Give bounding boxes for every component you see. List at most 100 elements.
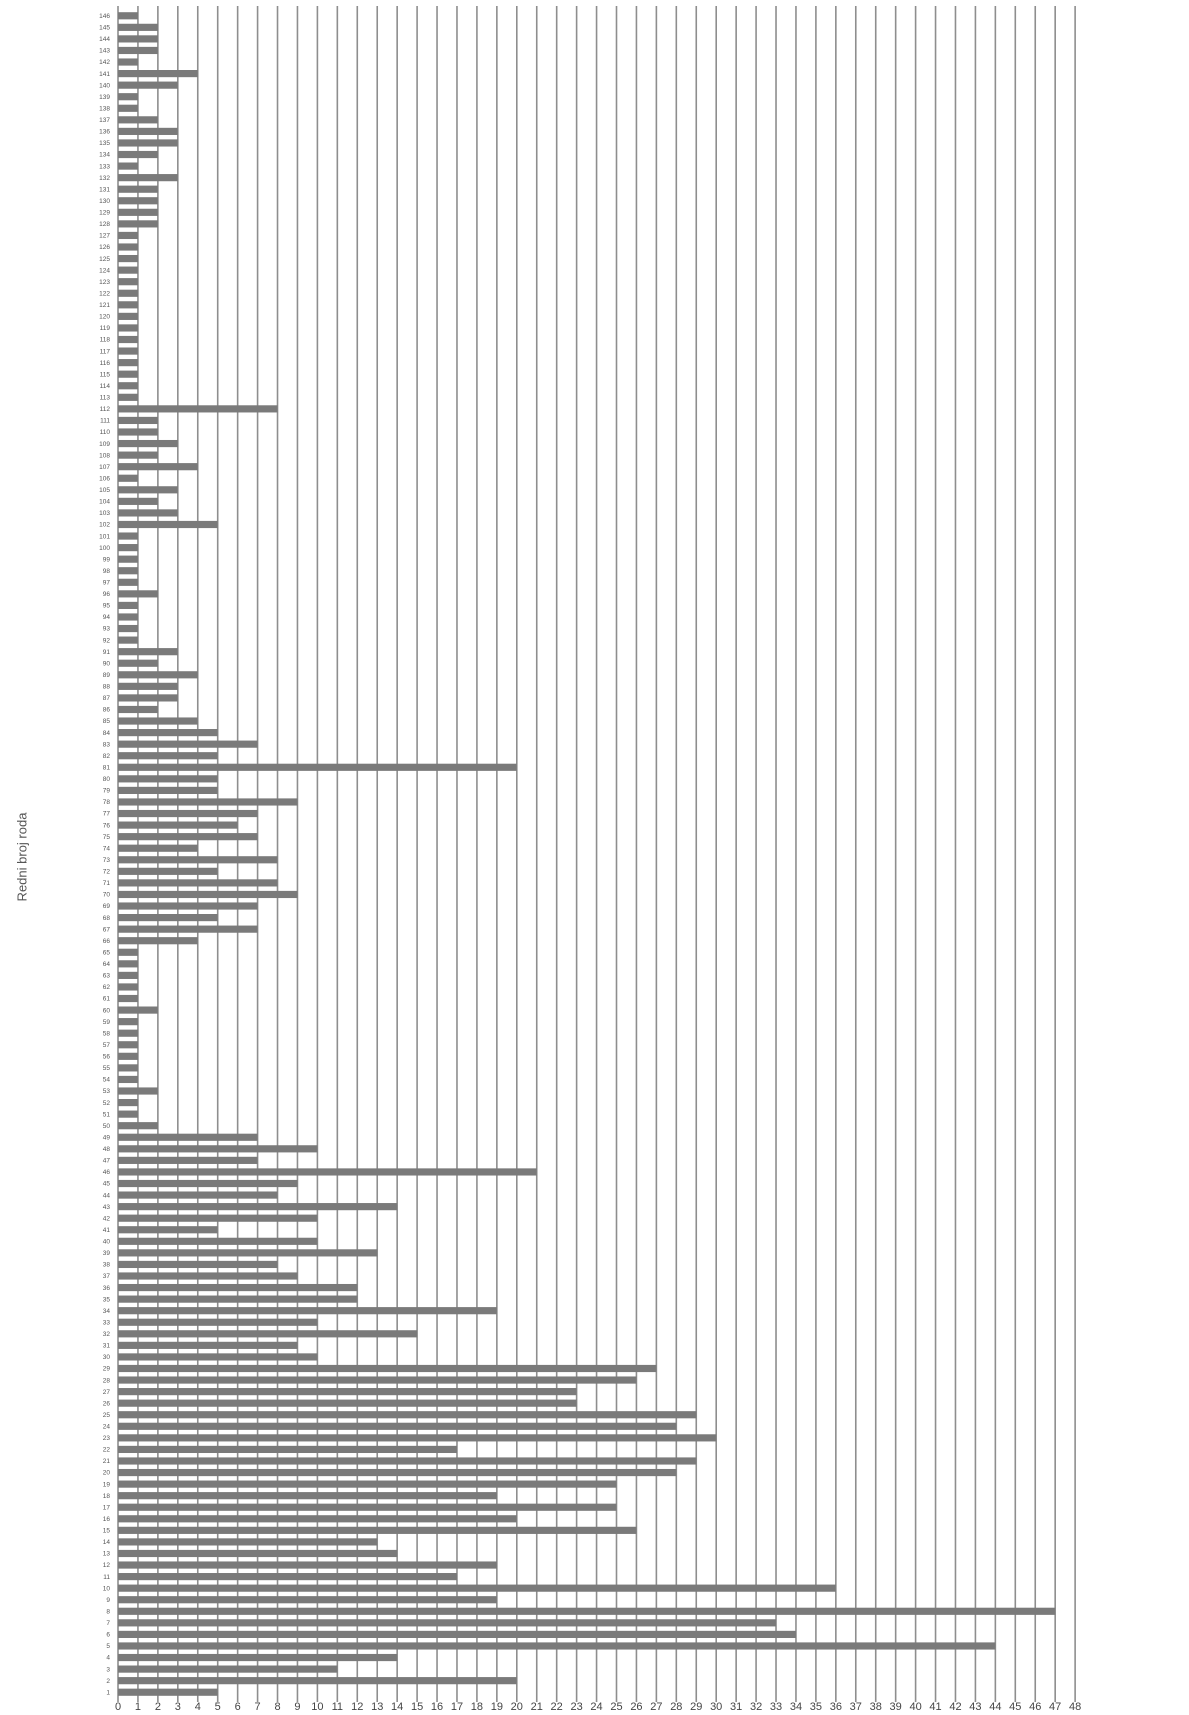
- y-tick-label: 94: [103, 614, 111, 621]
- bar: [118, 35, 158, 43]
- y-tick-label: 2: [106, 1678, 110, 1685]
- x-tick-label: 6: [235, 1701, 241, 1713]
- bar: [118, 1226, 218, 1234]
- bar: [118, 752, 218, 760]
- bar: [118, 324, 138, 332]
- y-tick-label: 114: [100, 383, 111, 390]
- x-tick-label: 0: [115, 1701, 121, 1713]
- bar: [118, 1526, 637, 1534]
- bar: [118, 1168, 537, 1176]
- y-tick-label: 74: [103, 845, 111, 852]
- bar: [118, 1237, 318, 1245]
- y-tick-label: 23: [103, 1435, 111, 1442]
- bar: [118, 1006, 158, 1014]
- x-tick-label: 12: [351, 1701, 363, 1713]
- y-tick-label: 106: [99, 475, 110, 482]
- x-tick-label: 33: [770, 1701, 782, 1713]
- bar: [118, 705, 158, 714]
- y-tick-label: 118: [100, 337, 111, 344]
- y-tick-label: 98: [103, 568, 111, 575]
- bar: [118, 1087, 158, 1095]
- y-tick-label: 115: [100, 371, 111, 378]
- x-tick-label: 48: [1069, 1701, 1081, 1713]
- bar: [118, 1272, 298, 1280]
- bar: [118, 197, 158, 205]
- y-tick-label: 78: [103, 799, 111, 806]
- bar: [118, 1642, 996, 1650]
- x-tick-label: 19: [491, 1701, 503, 1713]
- y-tick-label: 125: [99, 256, 110, 263]
- y-tick-label: 146: [99, 13, 110, 20]
- y-tick-label: 134: [99, 152, 110, 159]
- bar: [118, 1388, 577, 1396]
- bar: [118, 1353, 318, 1361]
- bar: [118, 1191, 278, 1199]
- bar: [118, 1503, 617, 1511]
- bar: [118, 682, 178, 690]
- bar: [118, 971, 138, 979]
- y-tick-label: 71: [103, 880, 111, 887]
- bar: [118, 428, 158, 436]
- bar: [118, 150, 158, 159]
- bar: [118, 1041, 138, 1049]
- x-tick-label: 45: [1009, 1701, 1021, 1713]
- x-tick-label: 25: [610, 1701, 622, 1713]
- bar: [118, 555, 138, 563]
- x-tick-label: 17: [451, 1701, 463, 1713]
- y-tick-label: 30: [103, 1354, 111, 1361]
- x-tick-label: 13: [371, 1701, 383, 1713]
- x-tick-label: 40: [909, 1701, 921, 1713]
- bar: [118, 694, 178, 702]
- bar: [118, 821, 238, 829]
- bar: [118, 948, 138, 956]
- y-tick-label: 25: [103, 1412, 111, 1419]
- y-tick-label: 145: [99, 25, 110, 32]
- y-tick-label: 84: [103, 730, 111, 737]
- y-tick-label: 105: [99, 487, 110, 494]
- bar: [118, 1492, 497, 1500]
- x-tick-label: 26: [630, 1701, 642, 1713]
- y-tick-label: 37: [103, 1273, 111, 1280]
- y-tick-label: 130: [99, 198, 110, 205]
- y-tick-label: 113: [100, 395, 111, 402]
- bar: [118, 1457, 697, 1465]
- y-tick-label: 136: [99, 129, 110, 136]
- y-tick-label: 6: [106, 1632, 110, 1639]
- y-tick-label: 64: [103, 961, 111, 968]
- bar: [118, 1029, 138, 1037]
- bar: [118, 1607, 1056, 1615]
- y-tick-label: 34: [103, 1308, 111, 1315]
- bar: [118, 335, 138, 344]
- x-tick-label: 30: [710, 1701, 722, 1713]
- y-tick-label: 75: [103, 834, 111, 841]
- bar: [118, 347, 138, 355]
- bar: [118, 544, 138, 552]
- x-tick-label: 11: [332, 1701, 343, 1713]
- y-tick-label: 48: [103, 1146, 111, 1153]
- y-tick-label: 8: [106, 1608, 110, 1615]
- x-tick-label: 3: [175, 1701, 181, 1713]
- y-tick-label: 70: [103, 892, 111, 899]
- y-tick-label: 141: [99, 71, 110, 78]
- x-tick-label: 31: [730, 1701, 742, 1713]
- y-tick-label: 126: [99, 244, 110, 251]
- bar: [118, 278, 138, 286]
- bar: [118, 254, 138, 263]
- bar: [118, 1283, 358, 1292]
- y-tick-label: 138: [99, 105, 110, 112]
- y-tick-label: 20: [103, 1470, 111, 1477]
- y-tick-label: 41: [103, 1227, 111, 1234]
- y-tick-label: 39: [103, 1250, 111, 1257]
- bar: [118, 786, 218, 794]
- x-tick-label: 37: [850, 1701, 862, 1713]
- x-tick-label: 47: [1049, 1701, 1061, 1713]
- y-tick-label: 139: [99, 94, 110, 101]
- x-tick-label: 9: [294, 1701, 300, 1713]
- bar: [118, 1179, 298, 1188]
- y-tick-label: 117: [100, 348, 111, 355]
- bar: [118, 451, 158, 459]
- y-tick-label: 67: [103, 926, 111, 933]
- y-tick-label: 36: [103, 1285, 111, 1292]
- y-tick-label: 129: [99, 210, 110, 217]
